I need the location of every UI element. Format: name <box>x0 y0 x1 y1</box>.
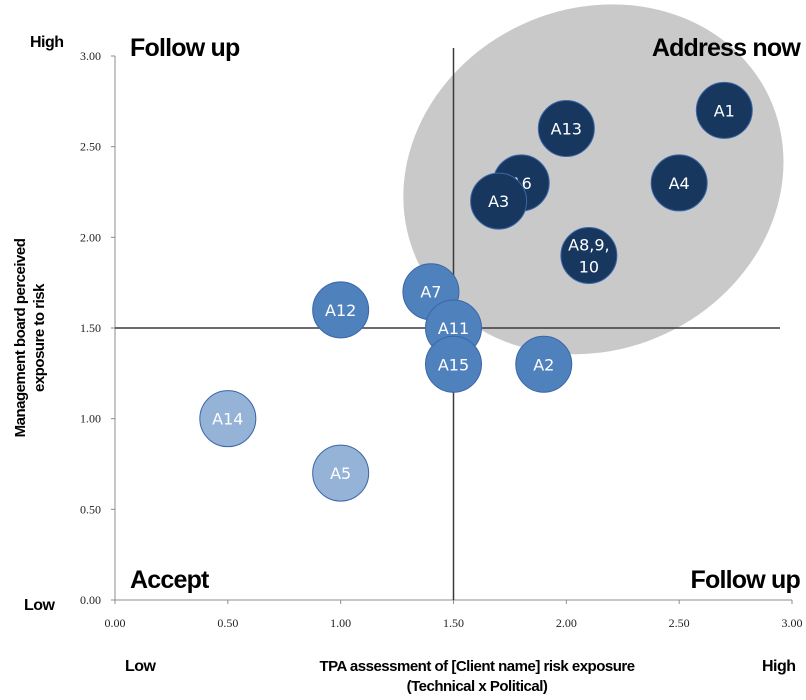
risk-point-label: A8,9, 10 <box>568 235 609 276</box>
risk-point-marker <box>560 226 618 284</box>
risk-point-label-line: A1 <box>714 101 735 120</box>
risk-point: A15 <box>425 335 482 393</box>
risk-point-marker <box>470 172 528 230</box>
risk-point-label-line: A7 <box>420 283 441 302</box>
x-axis-title-line-1: TPA assessment of [Client name] risk exp… <box>319 658 634 675</box>
risk-point-label-line: A8,9, <box>568 235 609 254</box>
risk-point-label: A1 <box>714 101 735 120</box>
risk-point-label-line: A4 <box>669 174 690 193</box>
y-tick-label: 1.00 <box>80 412 101 426</box>
y-axis-title-line-1: Management board perceived <box>12 238 29 437</box>
risk-point-label-line: A5 <box>330 464 351 483</box>
x-axis-title-line-2: (Technical x Political) <box>407 678 548 695</box>
risk-point-marker <box>537 100 595 158</box>
risk-point-label: A7 <box>420 283 441 302</box>
risk-point-label: A12 <box>325 301 356 320</box>
y-axis-high-label: High <box>30 34 64 51</box>
y-axis-title-line-2: exposure to risk <box>31 283 48 392</box>
y-tick-label: 2.00 <box>80 230 101 244</box>
risk-point-marker <box>650 154 708 212</box>
risk-point-label-line: A13 <box>551 120 582 139</box>
x-tick-label: 1.50 <box>443 616 464 630</box>
risk-point-marker <box>199 390 257 448</box>
risk-point: A1 <box>695 81 753 139</box>
axes-layer: 0.00 0.50 1.00 1.50 2.00 2.50 3.00 0.00 0.50 1.00… <box>80 48 803 630</box>
risk-point-label-line: A12 <box>325 301 356 320</box>
x-tick-label: 0.50 <box>217 616 238 630</box>
highlight-region <box>403 4 784 355</box>
x-axis-low-label: Low <box>125 658 157 675</box>
quadrant-label-bottom-right: Follow up <box>691 566 801 594</box>
quadrant-label-top-right: Address now <box>652 34 802 62</box>
y-tick-label: 2.50 <box>80 140 101 154</box>
y-tick-label: 3.00 <box>80 49 101 63</box>
risk-point: A5 <box>312 444 370 502</box>
risk-point: A12 <box>312 281 370 339</box>
risk-point-label: A5 <box>330 464 351 483</box>
y-tick-label: 0.00 <box>80 593 101 607</box>
risk-point-label-line: A15 <box>438 355 469 374</box>
highlight-region-layer <box>403 4 784 355</box>
risk-point-label-line: A14 <box>212 410 243 429</box>
risk-point: A2 <box>515 335 573 393</box>
risk-point-label-line: A3 <box>488 192 509 211</box>
y-axis-low-label: Low <box>24 597 56 614</box>
risk-point-marker <box>425 335 482 393</box>
risk-point-label: A14 <box>212 410 243 429</box>
risk-point-label: A13 <box>551 120 582 139</box>
x-tick-label: 3.00 <box>782 616 803 630</box>
quadrant-label-bottom-left: Accept <box>130 566 210 594</box>
risk-point-marker <box>695 81 753 139</box>
risk-point-marker <box>312 281 370 339</box>
risk-point-label: A2 <box>533 355 554 374</box>
risk-point-label: A3 <box>488 192 509 211</box>
risk-point: A4 <box>650 154 708 212</box>
x-axis-high-label: High <box>762 658 796 675</box>
risk-point: A8,9, 10 <box>560 226 618 284</box>
risk-point-label-line: 10 <box>579 257 599 276</box>
risk-point-label-line: A2 <box>533 355 554 374</box>
x-tick-label: 0.00 <box>105 616 126 630</box>
x-tick-label: 1.00 <box>330 616 351 630</box>
y-tick-label: 0.50 <box>80 502 101 516</box>
y-tick-label: 1.50 <box>80 321 101 335</box>
risk-point-marker <box>515 335 573 393</box>
risk-point-marker <box>312 444 370 502</box>
risk-point-label: A11 <box>438 319 469 338</box>
risk-point: A14 <box>199 390 257 448</box>
risk-point: A13 <box>537 100 595 158</box>
risk-point-label-line: A11 <box>438 319 469 338</box>
risk-point-label: A4 <box>669 174 690 193</box>
x-tick-label: 2.50 <box>669 616 690 630</box>
risk-point: A3 <box>470 172 528 230</box>
x-tick-label: 2.00 <box>556 616 577 630</box>
quadrant-label-top-left: Follow up <box>130 34 240 62</box>
risk-point-label: A15 <box>438 355 469 374</box>
